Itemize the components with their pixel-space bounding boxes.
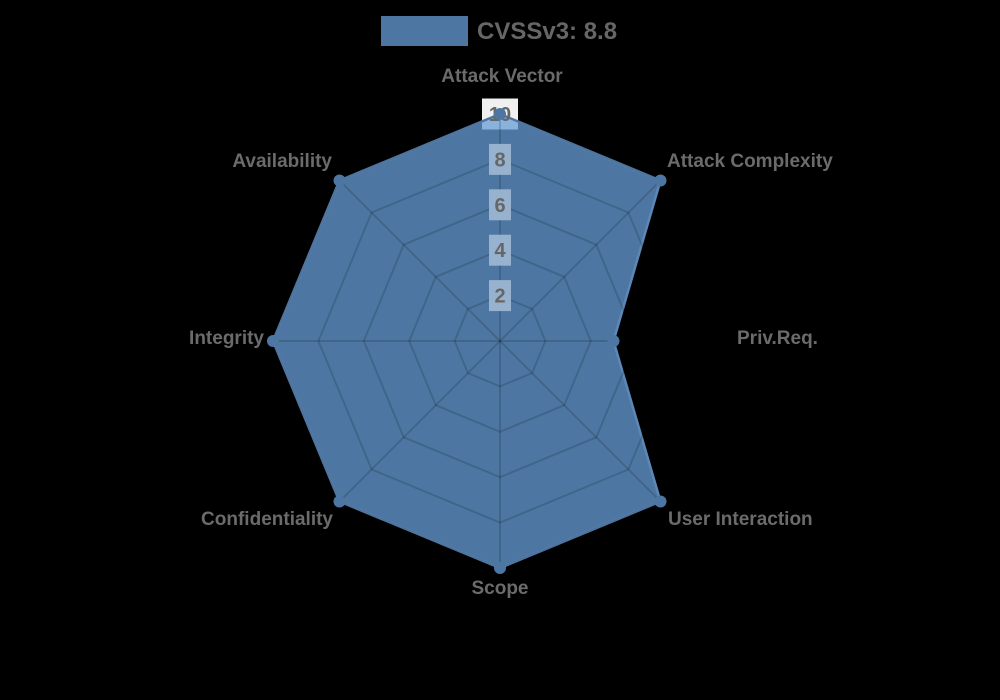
svg-text:Availability: Availability: [232, 151, 332, 172]
svg-text:Scope: Scope: [471, 578, 528, 599]
svg-text:Integrity: Integrity: [189, 328, 264, 349]
svg-text:User Interaction: User Interaction: [668, 509, 813, 530]
svg-text:6: 6: [494, 195, 505, 217]
svg-text:CVSSv3: 8.8: CVSSv3: 8.8: [477, 18, 617, 45]
svg-text:Priv.Req.: Priv.Req.: [737, 328, 818, 349]
svg-text:Confidentiality: Confidentiality: [201, 509, 333, 530]
svg-text:4: 4: [494, 240, 506, 262]
svg-text:Attack Vector: Attack Vector: [441, 66, 563, 87]
svg-text:2: 2: [494, 286, 505, 308]
svg-text:Attack Complexity: Attack Complexity: [667, 151, 833, 172]
svg-text:8: 8: [494, 149, 505, 171]
